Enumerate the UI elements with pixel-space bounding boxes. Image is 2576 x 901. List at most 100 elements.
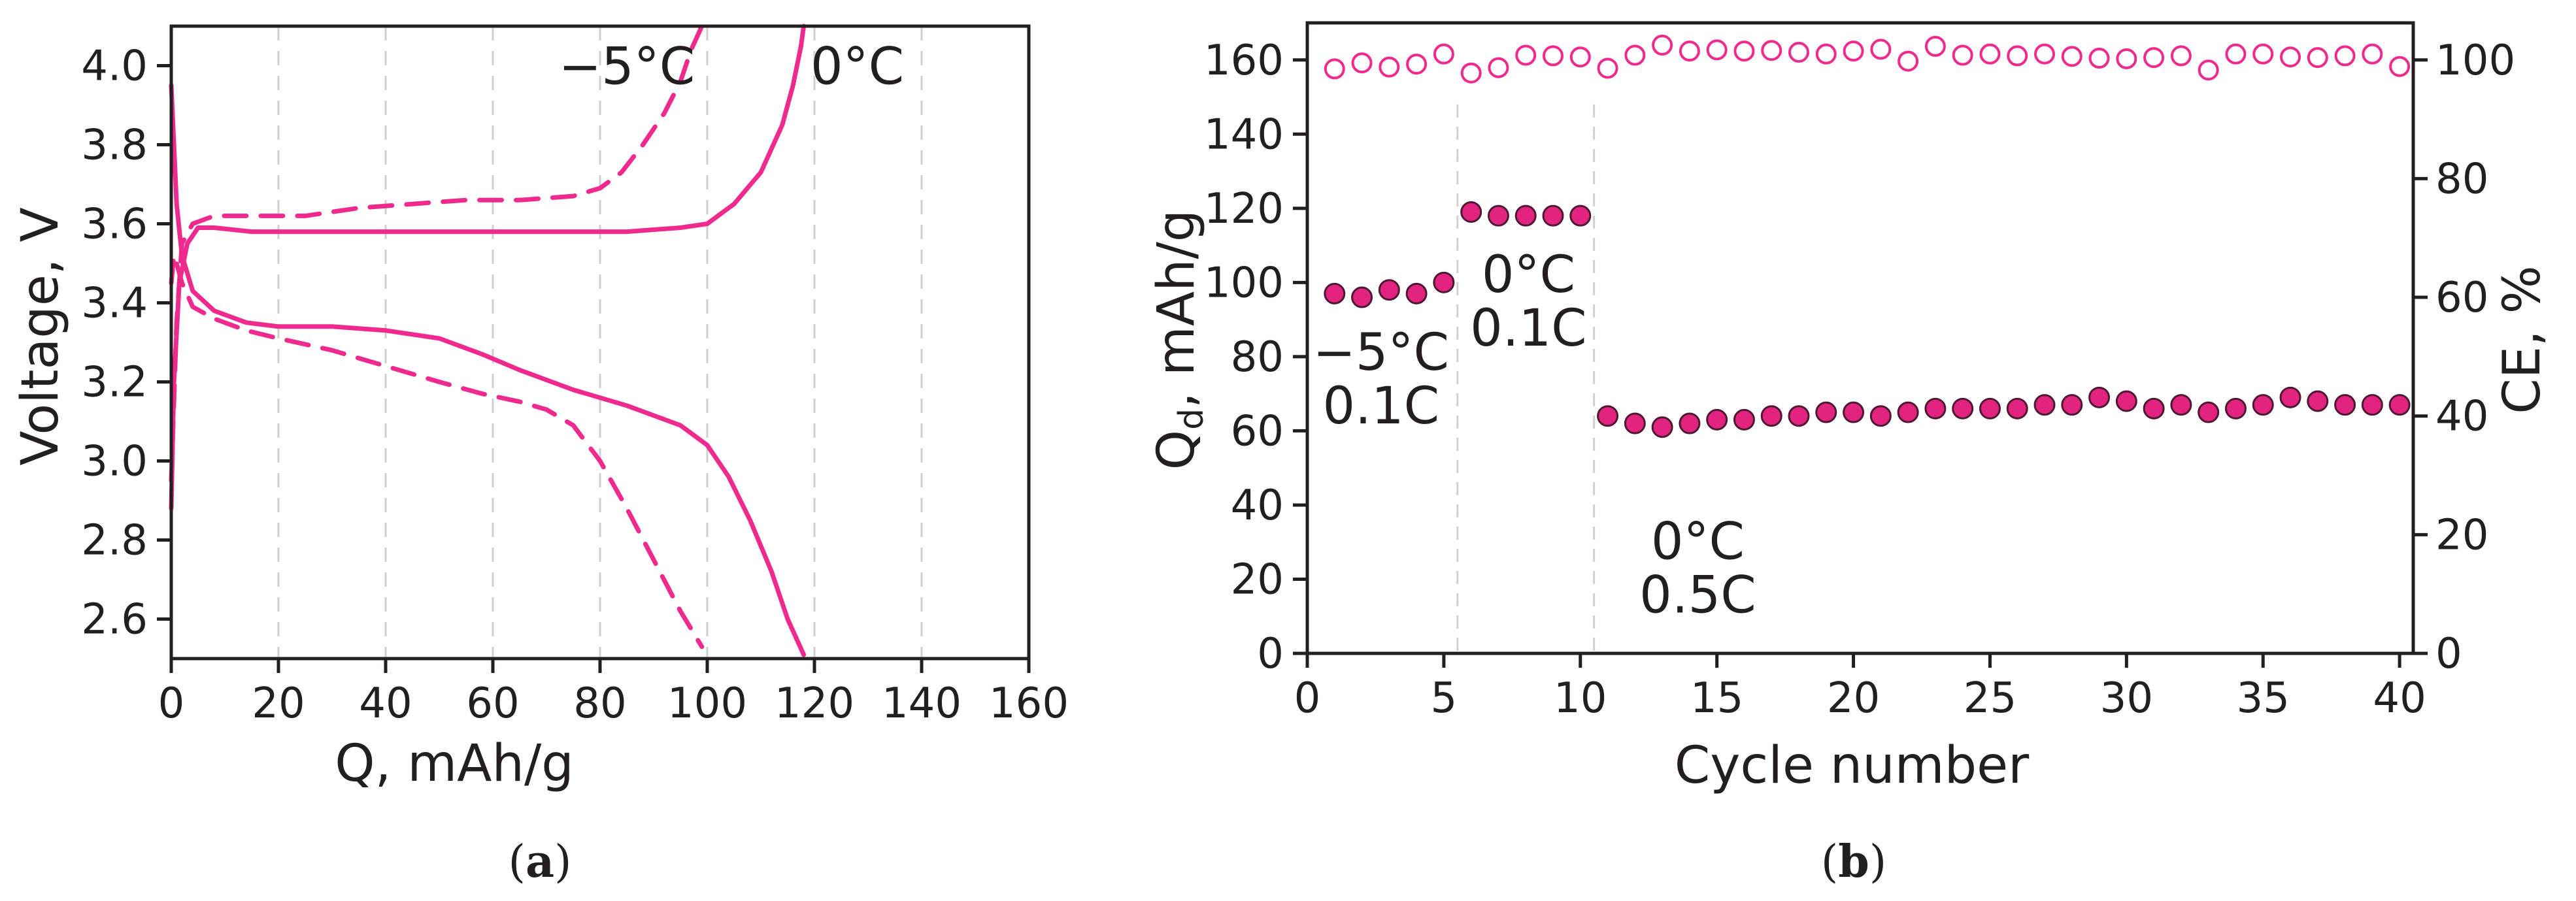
panel-b-capacity-point bbox=[1651, 416, 1673, 438]
panel-a: 0 20 40 60 80 100 120 140 160 2.6 2.8 3.0 3.2 3.4 3.6 3… bbox=[11, 24, 1069, 793]
panel-b-xtick-label: 25 bbox=[1964, 674, 2016, 723]
panel-a-grid bbox=[277, 26, 923, 659]
panel-b-ce-point bbox=[2307, 47, 2328, 69]
panel-b-ytick-label: 0 bbox=[1257, 630, 1284, 678]
panel-b-capacity-point bbox=[2334, 394, 2356, 416]
captions: (a) (b) bbox=[508, 836, 1886, 888]
panel-a-xtick-label: 20 bbox=[252, 680, 305, 728]
panel-b-ce-point bbox=[1624, 44, 1646, 66]
panel-b-xtick-label: 5 bbox=[1431, 674, 1458, 723]
panel-b-points bbox=[1324, 35, 2411, 438]
panel-b-ylabel-q: Q bbox=[1147, 430, 1206, 470]
panel-b-y2tick-label: 20 bbox=[2435, 511, 2488, 559]
panel-b-ce-point bbox=[1952, 44, 1973, 66]
panel-a-ytick-label: 2.6 bbox=[81, 596, 148, 644]
panel-b-capacity-point bbox=[2361, 394, 2383, 416]
panel-b-capacity-point bbox=[2061, 394, 2083, 416]
panel-b-ce-point bbox=[1406, 54, 1428, 75]
panel-b-capacity-point bbox=[2143, 397, 2165, 419]
panel-b-ytick-label: 120 bbox=[1204, 185, 1284, 233]
panel-a-series bbox=[169, 24, 807, 657]
panel-a-annotations: −5°C 0°C bbox=[559, 38, 904, 97]
panel-b-ce-point bbox=[1597, 57, 1618, 79]
panel-b-ce-point bbox=[1569, 46, 1591, 68]
panel-a-series-line bbox=[169, 253, 705, 649]
panel-a-series-line bbox=[169, 24, 705, 483]
panel-b-capacity-point bbox=[1869, 405, 1892, 427]
panel-b-capacity-point bbox=[1569, 205, 1592, 227]
panel-b-ce-point bbox=[2198, 59, 2219, 81]
panel-a-ytick-label: 4.0 bbox=[81, 42, 148, 91]
panel-b-capacity-point bbox=[1597, 405, 1619, 427]
panel-a-xtick-label: 60 bbox=[466, 680, 519, 728]
panel-b-capacity-point bbox=[1815, 401, 1837, 423]
panel-b-ytick-label: 60 bbox=[1231, 407, 1284, 455]
panel-b-ce-point bbox=[2362, 43, 2383, 65]
panel-b-ytick-label: 20 bbox=[1231, 555, 1284, 604]
panel-b-capacity-point bbox=[1924, 397, 1947, 419]
panel-a-ytick-label: 3.6 bbox=[81, 201, 148, 249]
panel-a-annotation: 0°C bbox=[811, 38, 904, 97]
panel-b-ce-point bbox=[2007, 45, 2028, 67]
panel-b-ytick-label: 100 bbox=[1204, 259, 1284, 307]
panel-b-y2tick-label: 100 bbox=[2435, 37, 2515, 85]
panel-b-ytick-label: 40 bbox=[1231, 482, 1284, 530]
panel-b-capacity-point bbox=[1760, 405, 1782, 427]
panel-b-xlabel: Cycle number bbox=[1675, 736, 2030, 795]
panel-b-capacity-point bbox=[2224, 397, 2247, 419]
panel-b-ce-point bbox=[1979, 43, 2001, 65]
panel-b-capacity-point bbox=[2279, 386, 2301, 408]
panel-b-ytick-label: 160 bbox=[1204, 37, 1284, 85]
panel-b-capacity-point bbox=[1542, 205, 1564, 227]
panel-b-annotation-line1: 0°C bbox=[1651, 513, 1745, 572]
panel-a-xtick-label: 140 bbox=[882, 680, 962, 728]
panel-b-xtick-label: 20 bbox=[1827, 674, 1880, 723]
panel-a-ytick-label: 3.0 bbox=[81, 438, 148, 486]
panel-b-annotation-line1: 0°C bbox=[1482, 246, 1575, 304]
panel-b-capacity-point bbox=[2088, 386, 2111, 408]
panel-b-frame bbox=[1305, 21, 2415, 655]
panel-b-ce-point bbox=[1870, 39, 1892, 60]
panel-b-annotation-line2: 0.5C bbox=[1639, 566, 1756, 625]
panel-a-ytick-label: 3.8 bbox=[81, 122, 148, 170]
panel-b-ce-point bbox=[1543, 45, 1564, 67]
panel-a-xtick-label: 120 bbox=[775, 680, 854, 728]
panel-b-ytick-label: 80 bbox=[1231, 333, 1284, 382]
panel-b-xtick-label: 30 bbox=[2100, 674, 2153, 723]
panel-b-capacity-point bbox=[2170, 394, 2192, 416]
panel-a-ytick-label: 3.4 bbox=[81, 280, 148, 328]
panel-b-ce-point bbox=[2280, 46, 2301, 68]
panel-b-ce-point bbox=[2088, 48, 2110, 69]
panel-b-ce-point bbox=[2034, 43, 2055, 65]
panel-a-series-line bbox=[169, 83, 807, 657]
panel-b-capacity-point bbox=[1679, 412, 1701, 434]
panel-b-ce-point bbox=[1843, 41, 1864, 62]
panel-a-xtick-label: 160 bbox=[989, 680, 1069, 728]
panel-b-ylabel-sub: d bbox=[1172, 408, 1211, 430]
panel-b-ce-point bbox=[1898, 50, 1919, 72]
panel-b-capacity-point bbox=[1487, 205, 1509, 227]
panel-b-capacity-point bbox=[2033, 394, 2056, 416]
panel-b-ce-point bbox=[1460, 62, 1482, 84]
panel-b-capacity-point bbox=[1433, 271, 1455, 293]
panel-b-ce-point bbox=[2143, 47, 2165, 69]
panel-b-xtick-label: 40 bbox=[2373, 674, 2426, 723]
panel-b-ce-point bbox=[1351, 52, 1373, 74]
panel-b-ce-point bbox=[1433, 43, 1454, 65]
panel-b-xtick-label: 35 bbox=[2237, 674, 2290, 723]
panel-b-ce-point bbox=[1652, 35, 1673, 56]
panel-b-ticks: 0 5 10 15 20 25 30 35 40020406080100120140160020… bbox=[1204, 37, 2515, 723]
panel-a-annotation: −5°C bbox=[559, 38, 695, 97]
panel-b-ce-point bbox=[1733, 41, 1755, 62]
caption-a: (a) bbox=[508, 836, 571, 888]
panel-b-capacity-point bbox=[1952, 397, 1974, 419]
panel-a-ylabel: Voltage, V bbox=[11, 207, 70, 466]
panel-b-ce-point bbox=[1924, 35, 1946, 57]
panel-b-capacity-point bbox=[1324, 282, 1346, 304]
panel-b-capacity-point bbox=[1514, 205, 1537, 227]
panel-a-ticks: 0 20 40 60 80 100 120 140 160 2.6 2.8 3.0 3.2 3.4 3.6 3… bbox=[81, 42, 1069, 729]
panel-a-xtick-label: 80 bbox=[573, 680, 626, 728]
panel-b-capacity-point bbox=[1843, 401, 1865, 423]
panel-b-y2tick-label: 40 bbox=[2435, 393, 2488, 441]
